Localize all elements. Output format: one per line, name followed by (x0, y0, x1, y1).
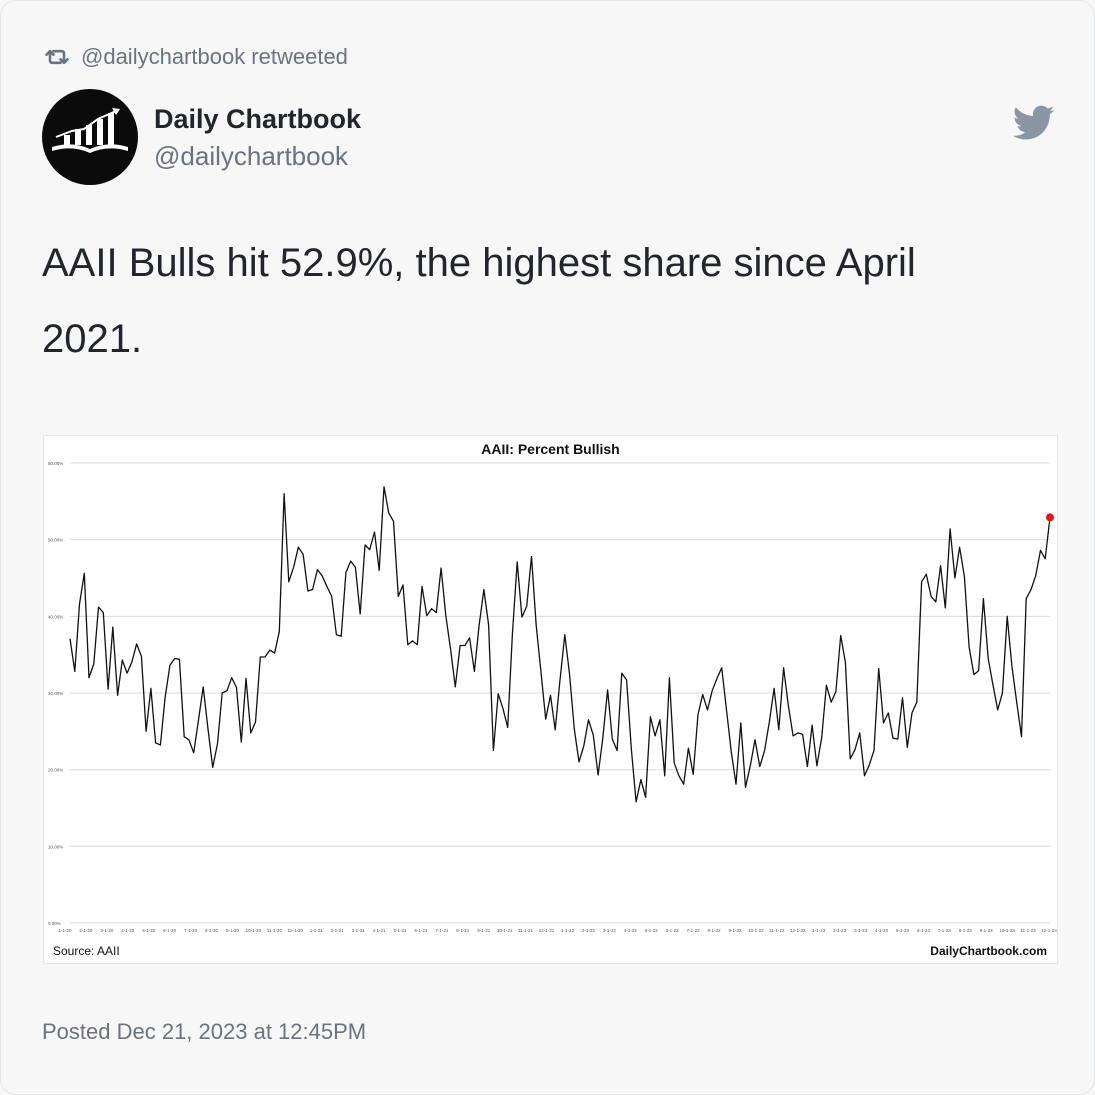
x-tick-label: 5-1-21 (393, 928, 407, 933)
chart-title: AAII: Percent Bullish (481, 441, 619, 457)
y-tick-label: 30.00% (48, 691, 63, 696)
y-tick-label: 10.00% (48, 844, 63, 849)
x-tick-label: 3-1-21 (352, 928, 366, 933)
x-tick-label: 12-1-21 (539, 928, 555, 933)
x-tick-label: 4-1-20 (121, 928, 135, 933)
x-tick-label: 8-1-23 (959, 928, 973, 933)
x-tick-label: 2-1-20 (79, 928, 93, 933)
latest-point-marker (1046, 513, 1054, 522)
x-tick-label: 7-1-20 (184, 928, 198, 933)
x-tick-label: 2-1-21 (331, 928, 345, 933)
x-tick-label: 10-1-23 (999, 928, 1015, 933)
x-tick-label: 7-1-23 (938, 928, 952, 933)
x-tick-label: 12-1-23 (1041, 928, 1057, 933)
y-tick-label: 0.00% (48, 921, 61, 926)
x-tick-label: 7-1-21 (435, 928, 449, 933)
x-tick-label: 9-1-20 (226, 928, 240, 933)
x-tick-label: 6-1-22 (666, 928, 680, 933)
x-tick-label: 6-1-20 (163, 928, 177, 933)
posted-timestamp[interactable]: Posted Dec 21, 2023 at 12:45PM (42, 1019, 367, 1044)
series-line (69, 486, 1051, 803)
x-tick-label: 11-1-21 (518, 928, 534, 933)
x-tick-label: 4-1-22 (624, 928, 638, 933)
x-tick-label: 9-1-22 (728, 928, 742, 933)
avatar[interactable] (42, 89, 138, 185)
y-tick-label: 40.00% (48, 614, 63, 619)
chart-source: Source: AAII (53, 944, 120, 958)
x-tick-label: 1-1-21 (310, 928, 324, 933)
x-tick-label: 6-1-21 (414, 928, 428, 933)
x-tick-label: 8-1-22 (708, 928, 722, 933)
chart-credit: DailyChartbook.com (930, 944, 1047, 958)
x-tick-label: 11-1-23 (1020, 928, 1036, 933)
chart-image[interactable]: AAII: Percent Bullish 0.00% 10.00% 20.00% 30… (43, 435, 1058, 964)
retweet-header[interactable]: @dailychartbook retweeted (43, 43, 348, 71)
x-tick-label: 5-1-23 (896, 928, 910, 933)
y-tick-label: 60.00% (48, 461, 63, 466)
x-tick-label: 4-1-21 (373, 928, 387, 933)
retweet-icon (45, 49, 69, 65)
x-tick-label: 10-1-21 (497, 928, 513, 933)
x-tick-label: 2-1-23 (833, 928, 847, 933)
retweet-label: @dailychartbook retweeted (81, 44, 348, 69)
x-tick-label: 3-1-23 (854, 928, 868, 933)
y-tick-label: 50.00% (48, 538, 63, 543)
x-tick-label: 3-1-22 (603, 928, 617, 933)
x-tick-label: 2-1-22 (582, 928, 596, 933)
x-tick-label: 9-1-23 (980, 928, 994, 933)
tweet-text-line-2: 2021. (42, 317, 143, 361)
y-tick-label: 20.00% (48, 768, 63, 773)
chart-book-logo (52, 108, 128, 153)
x-tick-label: 7-1-22 (687, 928, 701, 933)
author-name[interactable]: Daily Chartbook (154, 104, 362, 134)
x-tick-label: 1-1-22 (561, 928, 575, 933)
x-tick-label: 11-1-22 (769, 928, 785, 933)
twitter-bird-icon[interactable] (1013, 105, 1055, 141)
x-tick-label: 6-1-23 (917, 928, 931, 933)
x-tick-label: 12-1-22 (790, 928, 806, 933)
x-tick-label: 11-1-20 (267, 928, 283, 933)
x-tick-label: 10-1-22 (748, 928, 764, 933)
x-tick-label: 8-1-21 (456, 928, 470, 933)
tweet-text-line-1: AAII Bulls hit 52.9%, the highest share … (42, 241, 916, 285)
x-tick-label: 4-1-23 (875, 928, 889, 933)
x-tick-label: 8-1-20 (205, 928, 219, 933)
x-tick-label: 5-1-20 (142, 928, 156, 933)
x-tick-label: 10-1-20 (246, 928, 262, 933)
x-tick-label: 12-1-20 (288, 928, 304, 933)
tweet-text: AAII Bulls hit 52.9%, the highest share … (42, 225, 1042, 377)
x-tick-label: 1-1-20 (58, 928, 72, 933)
x-tick-label: 3-1-20 (100, 928, 114, 933)
x-tick-label: 1-1-23 (812, 928, 826, 933)
x-tick-label: 5-1-22 (645, 928, 659, 933)
x-tick-label: 9-1-21 (477, 928, 491, 933)
aaii-bullish-chart: AAII: Percent Bullish 0.00% 10.00% 20.00% 30… (48, 441, 1057, 958)
author-handle[interactable]: @dailychartbook (154, 141, 349, 171)
